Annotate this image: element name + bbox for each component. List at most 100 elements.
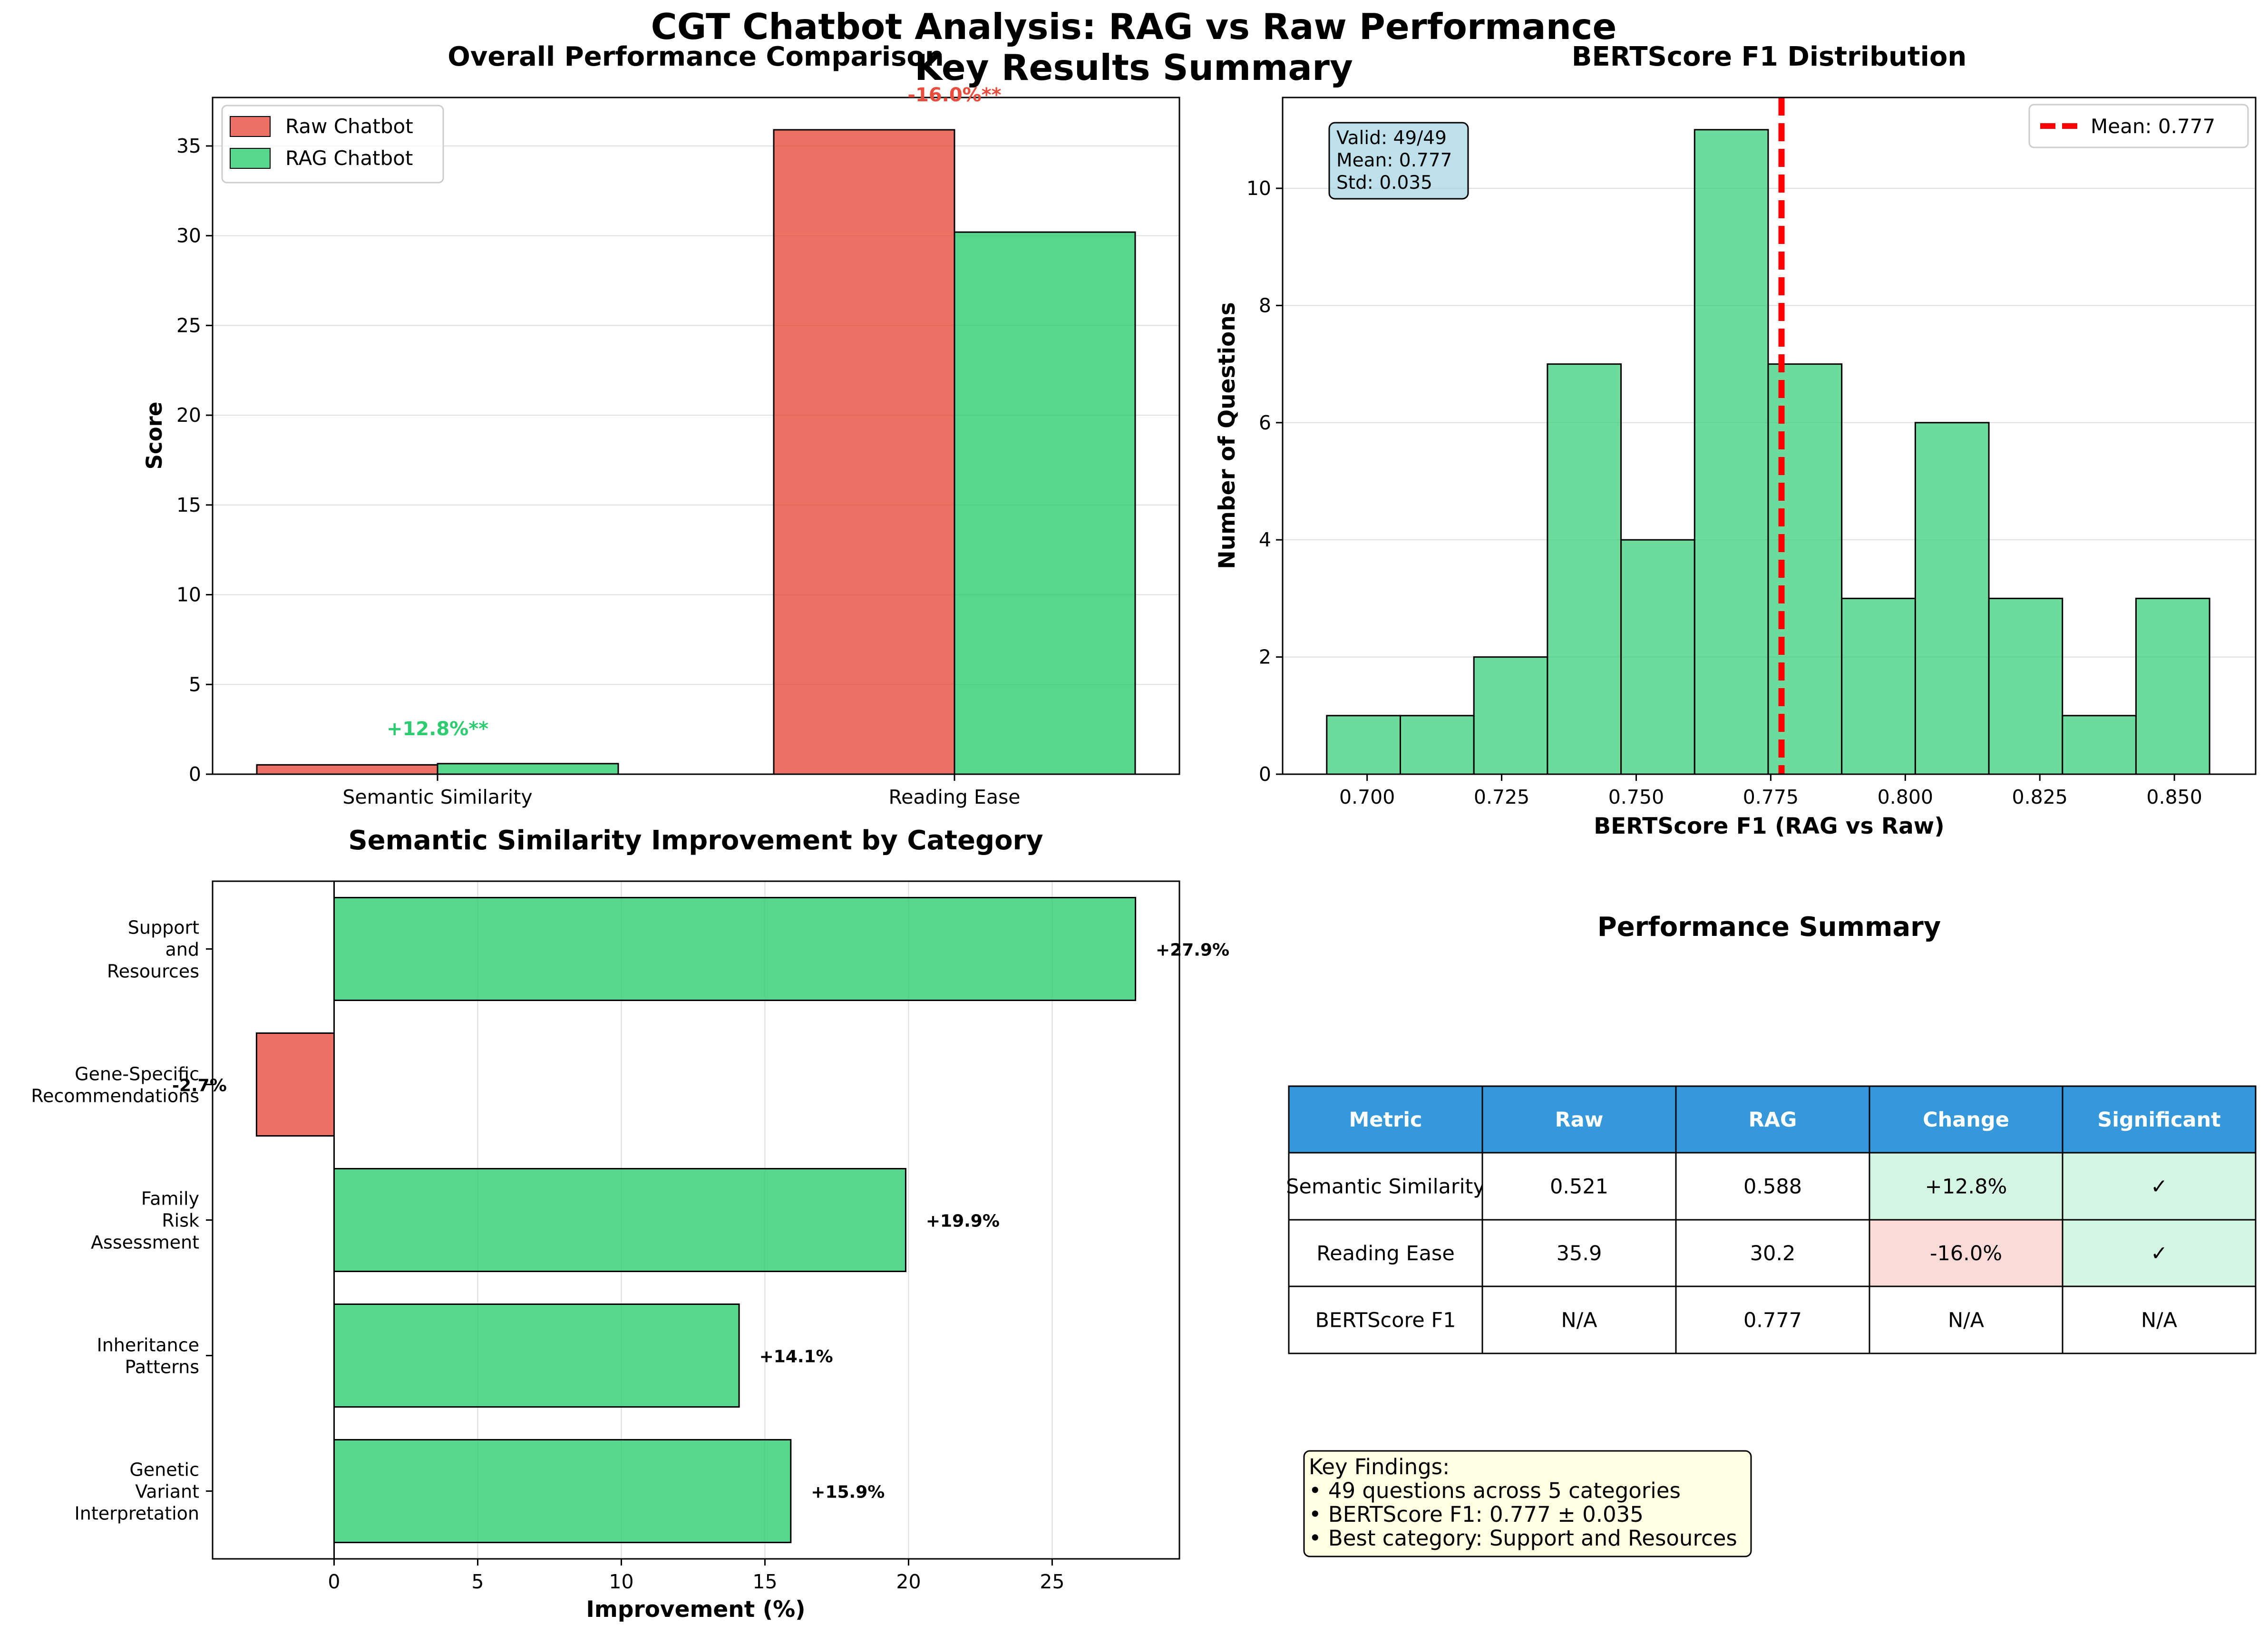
p3-x-tick-label: 10 — [609, 1570, 633, 1593]
p1-y-tick-label: 20 — [176, 404, 201, 427]
p1-legend-frame — [221, 105, 444, 184]
p3-title: Semantic Similarity Improvement by Categ… — [348, 825, 1043, 856]
p2-x-tick-label: 0.800 — [1878, 786, 1933, 808]
p1-bar-raw — [773, 129, 955, 775]
p2-histogram-bar — [1620, 539, 1695, 775]
p2-y-tick-label: 10 — [1246, 177, 1271, 200]
p3-y-tick-label: Resources — [107, 961, 199, 982]
p3-value-label: -2.7% — [172, 1076, 227, 1096]
p3-x-tick-label: 25 — [1040, 1570, 1064, 1593]
p2-x-tick-label: 0.850 — [2146, 786, 2202, 808]
table-cell-value: Semantic Similarity — [1286, 1175, 1485, 1199]
bertscore-histogram: 0 2 4 6 8 10 0.700 0.725 0.750 0.775 0.800 0.825 0.8… — [1214, 41, 2257, 839]
p2-y-tick-label: 6 — [1259, 411, 1271, 434]
table-cell-value: 0.521 — [1550, 1175, 1608, 1199]
p1-legend-swatch-rag — [230, 148, 271, 169]
p1-y-tick-label: 15 — [176, 494, 201, 516]
p3-value-label: +19.9% — [926, 1212, 1000, 1231]
table-cell — [1675, 1285, 1870, 1354]
table-cell — [2062, 1219, 2257, 1287]
table-cell — [1481, 1285, 1677, 1354]
p2-y-tick-label: 8 — [1259, 294, 1271, 317]
key-findings-box: Key Findings: • 49 questions across 5 ca… — [1303, 1450, 1752, 1557]
table-cell-value: N/A — [2141, 1309, 2178, 1332]
table-cell-value: 35.9 — [1557, 1242, 1602, 1265]
table-cell-value: 30.2 — [1750, 1242, 1796, 1265]
table-cell-value: 0.588 — [1743, 1175, 1802, 1199]
table-header-label: Raw — [1555, 1108, 1604, 1132]
p1-x-tick-label-semantic: Semantic Similarity — [342, 786, 532, 808]
p2-stats-box-frame — [1328, 122, 1469, 200]
key-findings-heading: Key Findings: — [1309, 1454, 1450, 1479]
p1-bar-rag — [954, 231, 1136, 775]
key-findings-line-2: • BERTScore F1: 0.777 ± 0.035 — [1309, 1502, 1644, 1527]
p3-y-tick-label: Interpretation — [75, 1503, 199, 1524]
p4-title: Performance Summary — [1597, 912, 1941, 943]
table-cell-value: N/A — [1948, 1309, 1985, 1332]
p3-x-tick-label: 0 — [328, 1570, 340, 1593]
p3-x-tick-label: 5 — [471, 1570, 484, 1593]
p2-histogram-bar — [2062, 715, 2137, 775]
p3-y-tick-label: Genetic — [129, 1459, 199, 1480]
key-findings-line-1: • 49 questions across 5 categories — [1309, 1478, 1681, 1503]
figure-title-line1: CGT Chatbot Analysis: RAG vs Raw Perform… — [651, 6, 1617, 48]
p2-x-tick-label: 0.775 — [1743, 786, 1799, 808]
p1-y-tick-label: 30 — [176, 224, 201, 247]
p1-axes-frame — [212, 97, 1180, 775]
key-findings-frame — [1303, 1450, 1752, 1557]
table-cell-value: -16.0% — [1930, 1242, 2002, 1265]
table-header-cell — [1481, 1085, 1677, 1154]
key-findings-line-3: • Best category: Support and Resources — [1309, 1526, 1737, 1551]
table-cell — [2062, 1285, 2257, 1354]
p2-x-tick-label: 0.725 — [1474, 786, 1529, 808]
table-cell-value: 0.777 — [1743, 1309, 1802, 1332]
p2-title: BERTScore F1 Distribution — [1572, 41, 1966, 72]
p2-stats-valid: Valid: 49/49 — [1336, 127, 1447, 149]
p2-y-tick-label: 2 — [1259, 646, 1271, 669]
p2-histogram-bar — [1988, 597, 2064, 775]
p3-value-label: +14.1% — [759, 1347, 833, 1367]
table-header-cell — [1288, 1085, 1483, 1154]
p2-y-tick-label: 4 — [1259, 528, 1271, 551]
p2-x-tick-label: 0.750 — [1608, 786, 1664, 808]
table-cell-value: ✓ — [2151, 1175, 2168, 1199]
p1-y-tick-label: 5 — [189, 673, 201, 696]
p3-y-tick-label: and — [165, 939, 200, 960]
table-cell — [1288, 1285, 1483, 1354]
p1-legend-swatch-raw — [230, 116, 271, 137]
table-cell-value: N/A — [1561, 1309, 1597, 1332]
p3-value-label: +27.9% — [1156, 941, 1229, 960]
table-cell-value: BERTScore F1 — [1315, 1309, 1456, 1332]
p2-x-tick-label: 0.700 — [1339, 786, 1395, 808]
p3-y-tick-label: Recommendations — [31, 1086, 199, 1107]
p3-x-tick-label: 20 — [896, 1570, 921, 1593]
p1-bar-rag — [437, 763, 619, 775]
table-header-cell — [2062, 1085, 2257, 1154]
p3-category-bar — [333, 1303, 740, 1408]
p2-histogram-bar — [1547, 363, 1622, 775]
p2-stats-mean: Mean: 0.777 — [1336, 150, 1452, 171]
p2-y-axis-label: Number of Questions — [1214, 302, 1240, 569]
p1-bar-raw — [256, 764, 438, 775]
table-header-label: RAG — [1749, 1108, 1797, 1132]
p1-y-tick-label: 10 — [176, 584, 201, 606]
table-header-label: Metric — [1349, 1108, 1422, 1132]
p2-legend: Mean: 0.777 — [2028, 104, 2249, 148]
p2-histogram-bar — [1326, 715, 1401, 775]
table-cell-value: Reading Ease — [1316, 1242, 1455, 1265]
p3-y-tick-label: Inheritance — [97, 1335, 199, 1356]
p2-histogram-bar — [1694, 129, 1769, 775]
p1-x-tick-label-reading: Reading Ease — [888, 786, 1020, 808]
table-header-label: Change — [1923, 1108, 2009, 1132]
table-cell — [2062, 1152, 2257, 1221]
p2-histogram-bar — [1914, 422, 1990, 775]
table-header-label: Significant — [2097, 1108, 2220, 1132]
p3-y-tick-label: Support — [128, 917, 199, 938]
p1-legend-label-rag: RAG Chatbot — [285, 146, 413, 170]
p3-category-bar — [255, 1032, 335, 1137]
p3-y-tick-label: Gene-Specific — [75, 1064, 199, 1085]
p1-y-tick-label: 35 — [176, 135, 201, 157]
p1-y-tick-label: 25 — [176, 314, 201, 337]
p2-x-tick-label: 0.825 — [2012, 786, 2068, 808]
